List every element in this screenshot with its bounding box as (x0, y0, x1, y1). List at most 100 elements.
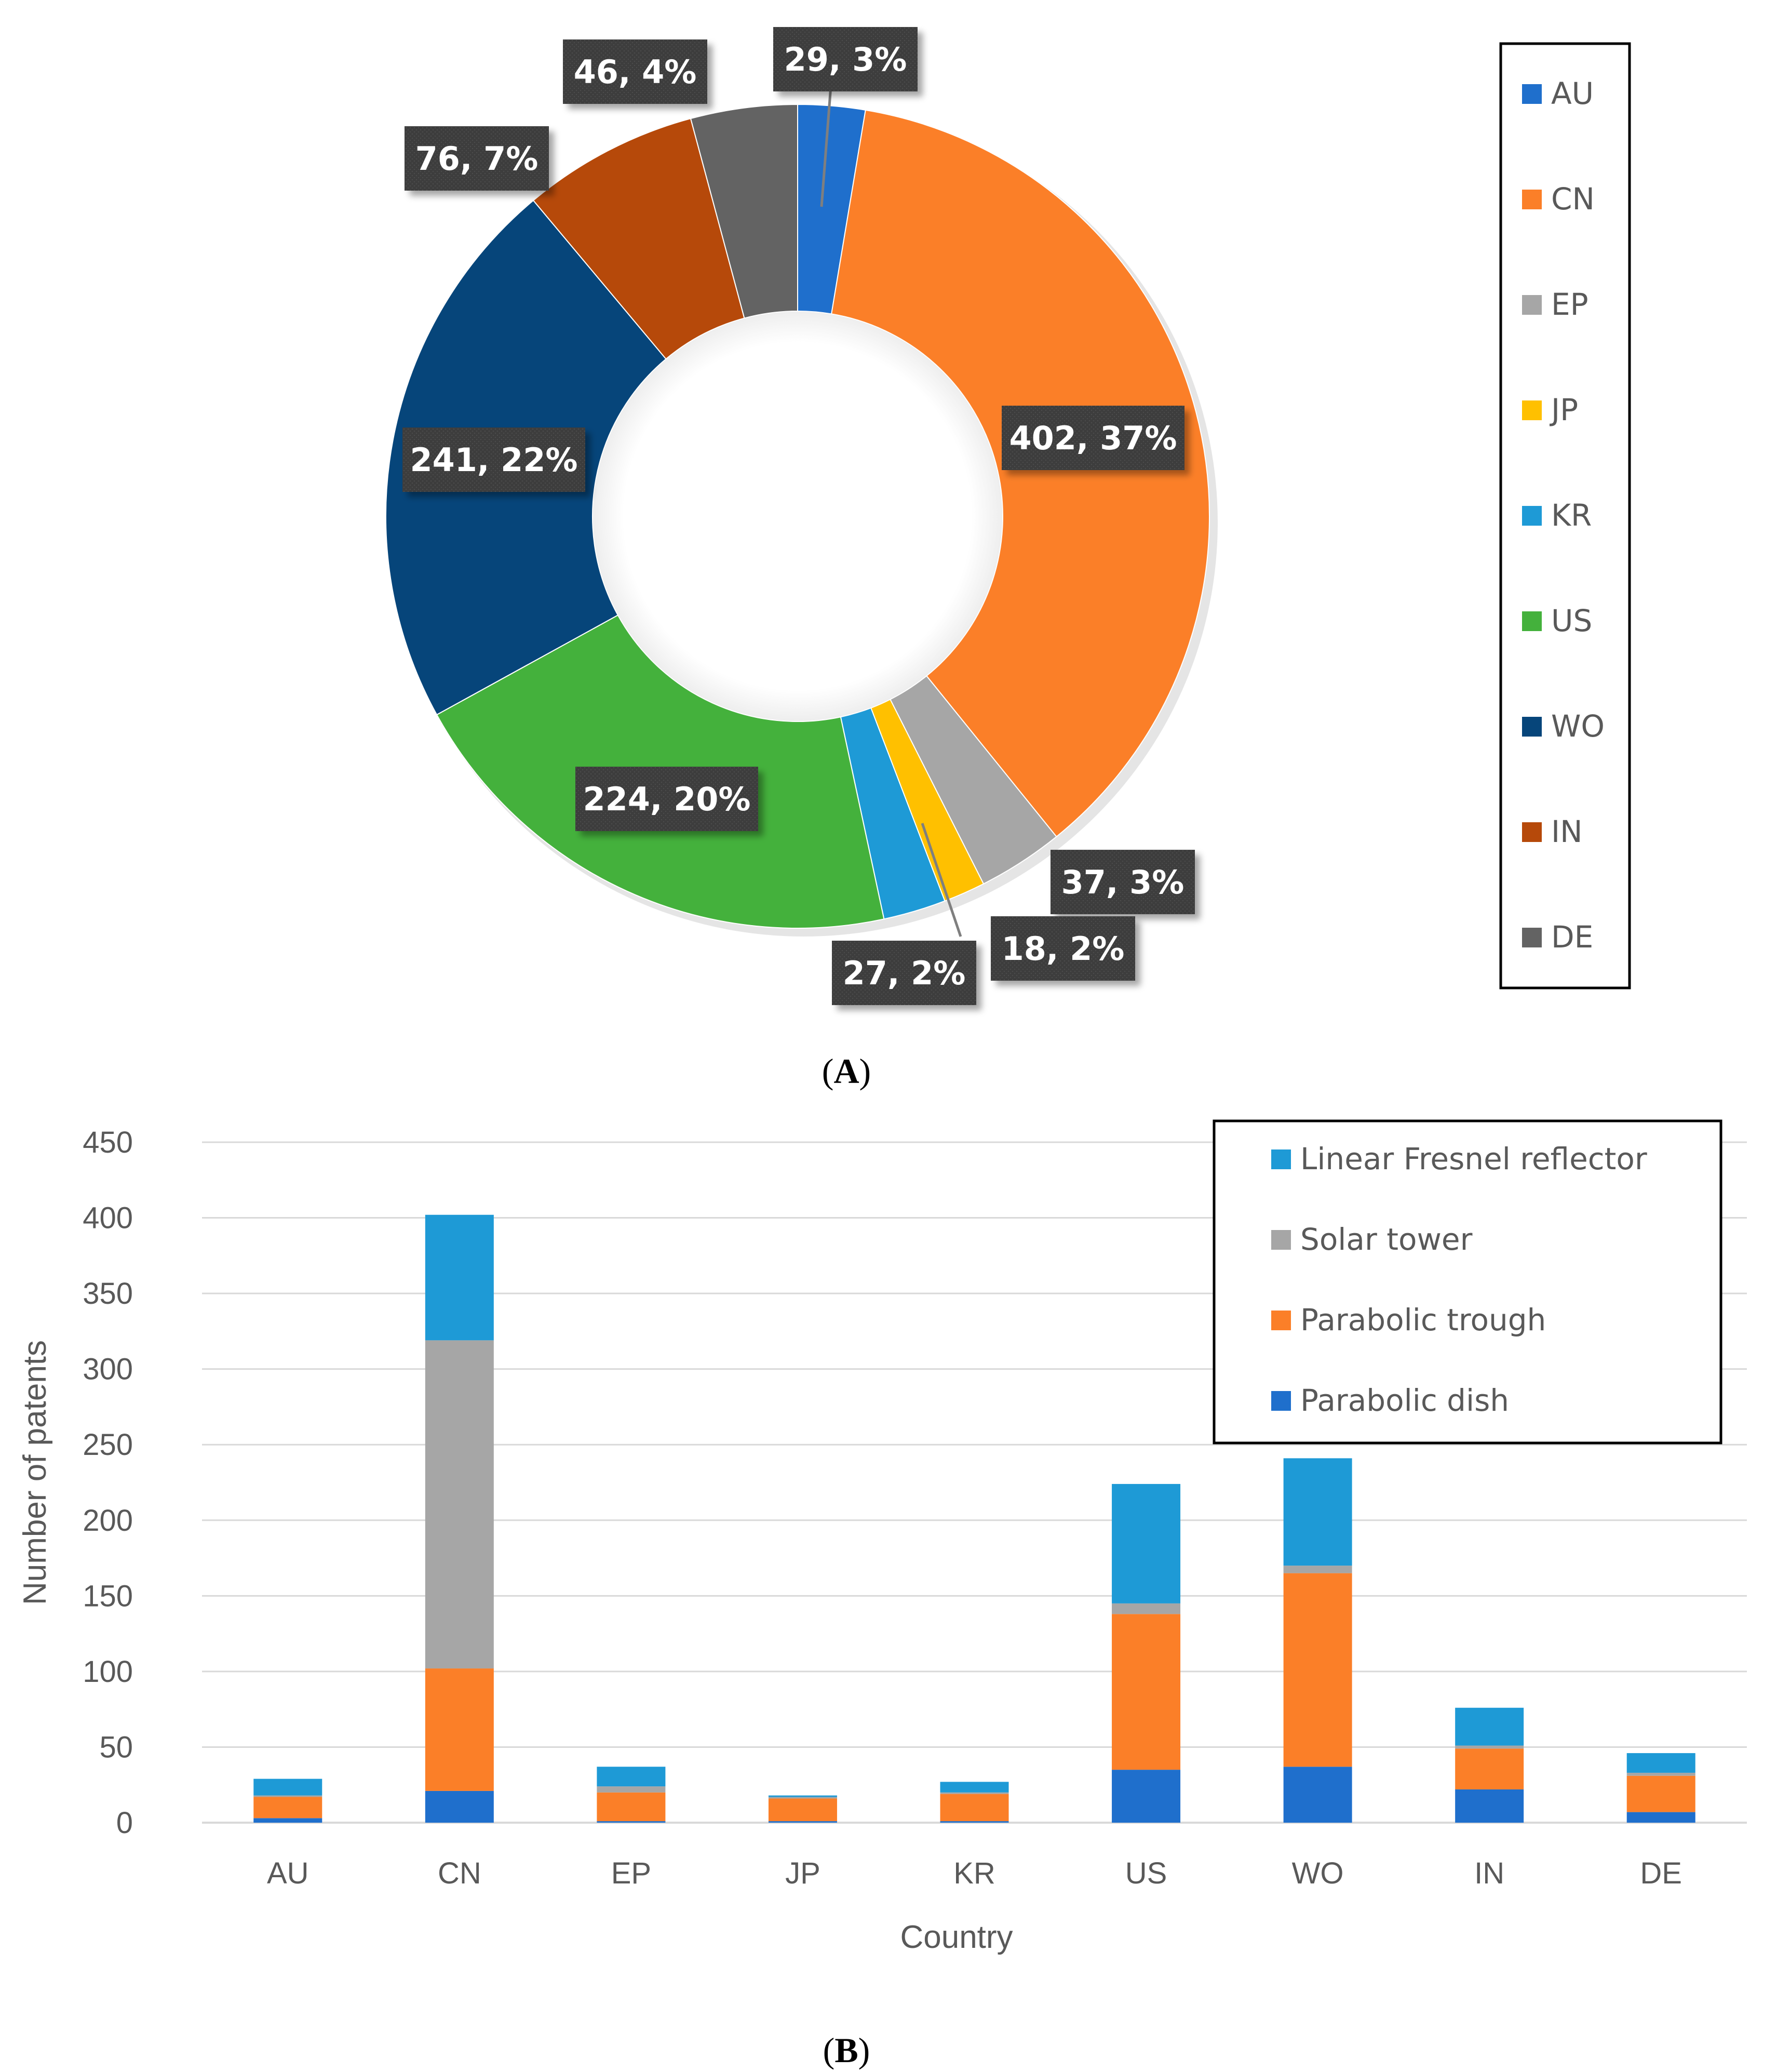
bar-y-tick-labels: 0 50 100 150 200 250 300 350 400 450 (83, 1126, 133, 1840)
data-label-kr: 27, 2% (832, 941, 976, 1005)
bar-segment-parabolic-trough (768, 1798, 837, 1822)
legend-item-solar-tower: Solar tower (1271, 1222, 1473, 1257)
data-label-text: 76, 7% (415, 140, 539, 178)
legend-swatch (1522, 295, 1542, 315)
legend-item-linear-fresnel-reflector: Linear Fresnel reflector (1271, 1141, 1647, 1177)
bar-segment-linear-fresnel-reflector (1455, 1707, 1524, 1746)
y-tick-label: 250 (83, 1428, 133, 1462)
bar-segment-linear-fresnel-reflector (253, 1779, 322, 1796)
bar-segment-linear-fresnel-reflector (1283, 1458, 1352, 1566)
bar-segment-solar-tower (1112, 1603, 1181, 1614)
legend-label: KR (1551, 498, 1592, 533)
bar-segment-solar-tower (1283, 1566, 1352, 1573)
legend-swatch (1271, 1311, 1291, 1330)
legend-label: WO (1551, 709, 1605, 744)
legend-label: IN (1551, 814, 1583, 849)
donut-hole (593, 312, 1002, 721)
legend-swatch (1271, 1149, 1291, 1169)
data-label-text: 18, 2% (1002, 930, 1125, 968)
legend-item-au: AU (1522, 76, 1594, 111)
bar-x-axis-title: Country (900, 1919, 1013, 1955)
bar-segment-parabolic-trough (1112, 1614, 1181, 1770)
legend-item-parabolic-dish: Parabolic dish (1271, 1383, 1509, 1418)
bar-segment-linear-fresnel-reflector (768, 1795, 837, 1797)
y-tick-label: 300 (83, 1353, 133, 1386)
data-label-box (991, 916, 1135, 981)
bar-segment-parabolic-dish (1112, 1770, 1181, 1823)
bar-stack-wo (1283, 1458, 1352, 1823)
data-label-box (1051, 850, 1195, 914)
legend-label: Linear Fresnel reflector (1300, 1141, 1647, 1177)
bar-segment-parabolic-dish (1455, 1789, 1524, 1823)
legend-label: JP (1550, 392, 1578, 427)
bar-stack-de (1626, 1753, 1695, 1823)
legend-swatch (1522, 717, 1542, 737)
bar-segment-parabolic-dish (597, 1821, 666, 1823)
data-label-cn: 402, 37% (1002, 406, 1184, 470)
bar-segment-parabolic-trough (1455, 1748, 1524, 1789)
bar-segment-solar-tower (768, 1797, 837, 1799)
legend-swatch (1271, 1391, 1291, 1411)
bar-stack-kr (940, 1782, 1009, 1823)
legend-label: Parabolic dish (1300, 1383, 1509, 1418)
data-label-text: 241, 22% (410, 441, 578, 479)
bar-y-axis-title: Number of patents (17, 1340, 53, 1605)
data-label-text: 46, 4% (574, 53, 697, 91)
data-label-box (832, 941, 976, 1005)
bar-segment-solar-tower (253, 1795, 322, 1797)
bar-segment-linear-fresnel-reflector (1112, 1483, 1181, 1603)
data-label-ep: 37, 3% (1051, 850, 1195, 914)
legend-item-parabolic-trough: Parabolic trough (1271, 1302, 1546, 1338)
bar-segment-linear-fresnel-reflector (1626, 1753, 1695, 1773)
legend-swatch (1522, 84, 1542, 104)
bar-legend-frame (1213, 1119, 1722, 1445)
data-label-box (575, 767, 758, 831)
legend-swatch (1271, 1230, 1291, 1250)
donut-chart (385, 103, 1218, 937)
bar-segment-solar-tower (1455, 1745, 1524, 1749)
legend-label: EP (1551, 287, 1588, 322)
y-tick-label: 450 (83, 1126, 133, 1159)
y-tick-label: 150 (83, 1579, 133, 1613)
bar-stack-jp (768, 1795, 837, 1823)
bar-segment-solar-tower (425, 1340, 494, 1669)
donut-data-labels: 29, 3% 402, 37% 37, 3% 18, 2% 27, 2% 224, 20%… (402, 27, 1195, 1005)
bar-x-tick-labels: AU CN EP JP KR US WO IN DE (267, 1856, 1682, 1890)
data-label-text: 224, 20% (583, 780, 751, 818)
data-label-text: 29, 3% (784, 41, 907, 78)
x-tick-label: DE (1640, 1856, 1682, 1890)
data-label-text: 402, 37% (1009, 419, 1177, 457)
legend-item-kr: KR (1522, 498, 1592, 533)
legend-item-cn: CN (1522, 181, 1595, 217)
bar-segment-parabolic-trough (253, 1797, 322, 1819)
bar-stack-au (253, 1779, 322, 1823)
bar-segment-parabolic-dish (1626, 1812, 1695, 1823)
data-label-us: 224, 20% (575, 767, 758, 831)
x-tick-label: KR (953, 1856, 995, 1890)
legend-swatch (1522, 400, 1542, 420)
data-label-jp: 18, 2% (991, 916, 1135, 981)
bar-segment-solar-tower (940, 1792, 1009, 1794)
data-label-box (405, 126, 549, 191)
data-label-au: 29, 3% (773, 27, 918, 91)
bar-stack-ep (597, 1767, 666, 1823)
y-tick-label: 350 (83, 1277, 133, 1311)
y-tick-label: 100 (83, 1655, 133, 1689)
x-tick-label: WO (1292, 1856, 1344, 1890)
bar-segment-solar-tower (1626, 1772, 1695, 1776)
legend-swatch (1522, 190, 1542, 209)
bar-segment-parabolic-dish (425, 1790, 494, 1823)
bar-stack-cn (425, 1214, 494, 1823)
bar-legend: Linear Fresnel reflector Solar tower Parab… (1213, 1119, 1722, 1445)
data-label-text: 27, 2% (843, 954, 966, 992)
bar-segment-parabolic-trough (425, 1668, 494, 1791)
bar-segment-parabolic-dish (940, 1821, 1009, 1823)
data-label-box (773, 27, 918, 91)
legend-item-in: IN (1522, 814, 1583, 849)
y-tick-label: 200 (83, 1504, 133, 1538)
bar-stacks (253, 1214, 1695, 1823)
bar-segment-parabolic-dish (768, 1821, 837, 1823)
bar-segment-linear-fresnel-reflector (425, 1214, 494, 1341)
x-tick-label: CN (438, 1856, 481, 1890)
legend-item-jp: JP (1522, 392, 1578, 427)
